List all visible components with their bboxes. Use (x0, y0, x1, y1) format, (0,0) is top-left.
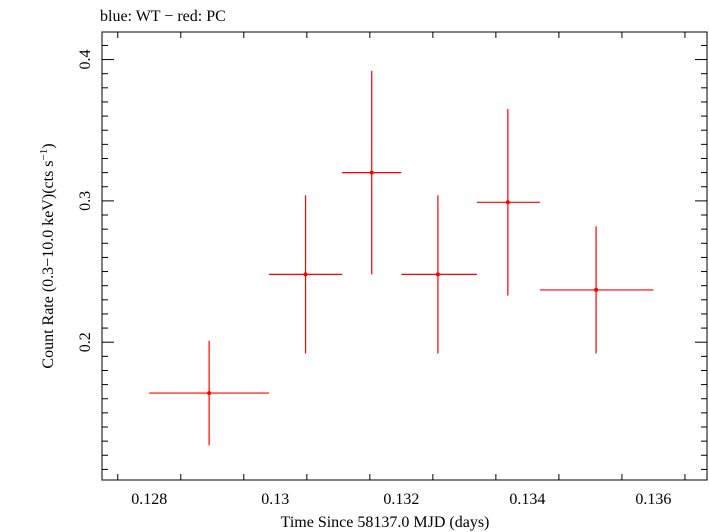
y-tick-label: 0.4 (77, 50, 94, 70)
y-tick-label: 0.3 (77, 191, 94, 211)
y-axis-label-main: Count Rate (0.3−10.0 keV)(cts s (40, 160, 57, 368)
y-tick-label: 0.2 (77, 332, 94, 352)
point-marker (594, 287, 599, 292)
point-marker (207, 391, 212, 396)
y-axis-label-close: ) (40, 143, 57, 148)
x-axis-ticks: 0.128 0.13 0.132 0.134 0.136 (117, 32, 686, 508)
chart-title: blue: WT − red: PC (100, 8, 226, 25)
data-point (269, 195, 343, 354)
x-tick-label: 0.136 (635, 491, 671, 508)
x-tick-label: 0.134 (509, 491, 545, 508)
point-marker (505, 200, 510, 205)
y-axis-ticks: 0.2 0.3 0.4 (77, 44, 707, 470)
data-point (401, 195, 477, 354)
y-axis-label-superscript: −1 (38, 149, 50, 161)
data-point (539, 226, 654, 354)
point-marker (303, 272, 308, 277)
point-marker (435, 272, 440, 277)
x-tick-label: 0.13 (261, 491, 289, 508)
x-tick-label: 0.132 (383, 491, 419, 508)
data-point (342, 70, 402, 275)
data-point (476, 109, 540, 296)
plot-frame (101, 31, 708, 481)
point-marker (369, 170, 374, 175)
x-axis-label: Time Since 58137.0 MJD (days) (281, 514, 490, 531)
data-point (149, 340, 270, 446)
x-tick-label: 0.128 (131, 491, 167, 508)
data-points (149, 70, 654, 446)
y-axis-label: Count Rate (0.3−10.0 keV)(cts s−1) (38, 143, 57, 368)
